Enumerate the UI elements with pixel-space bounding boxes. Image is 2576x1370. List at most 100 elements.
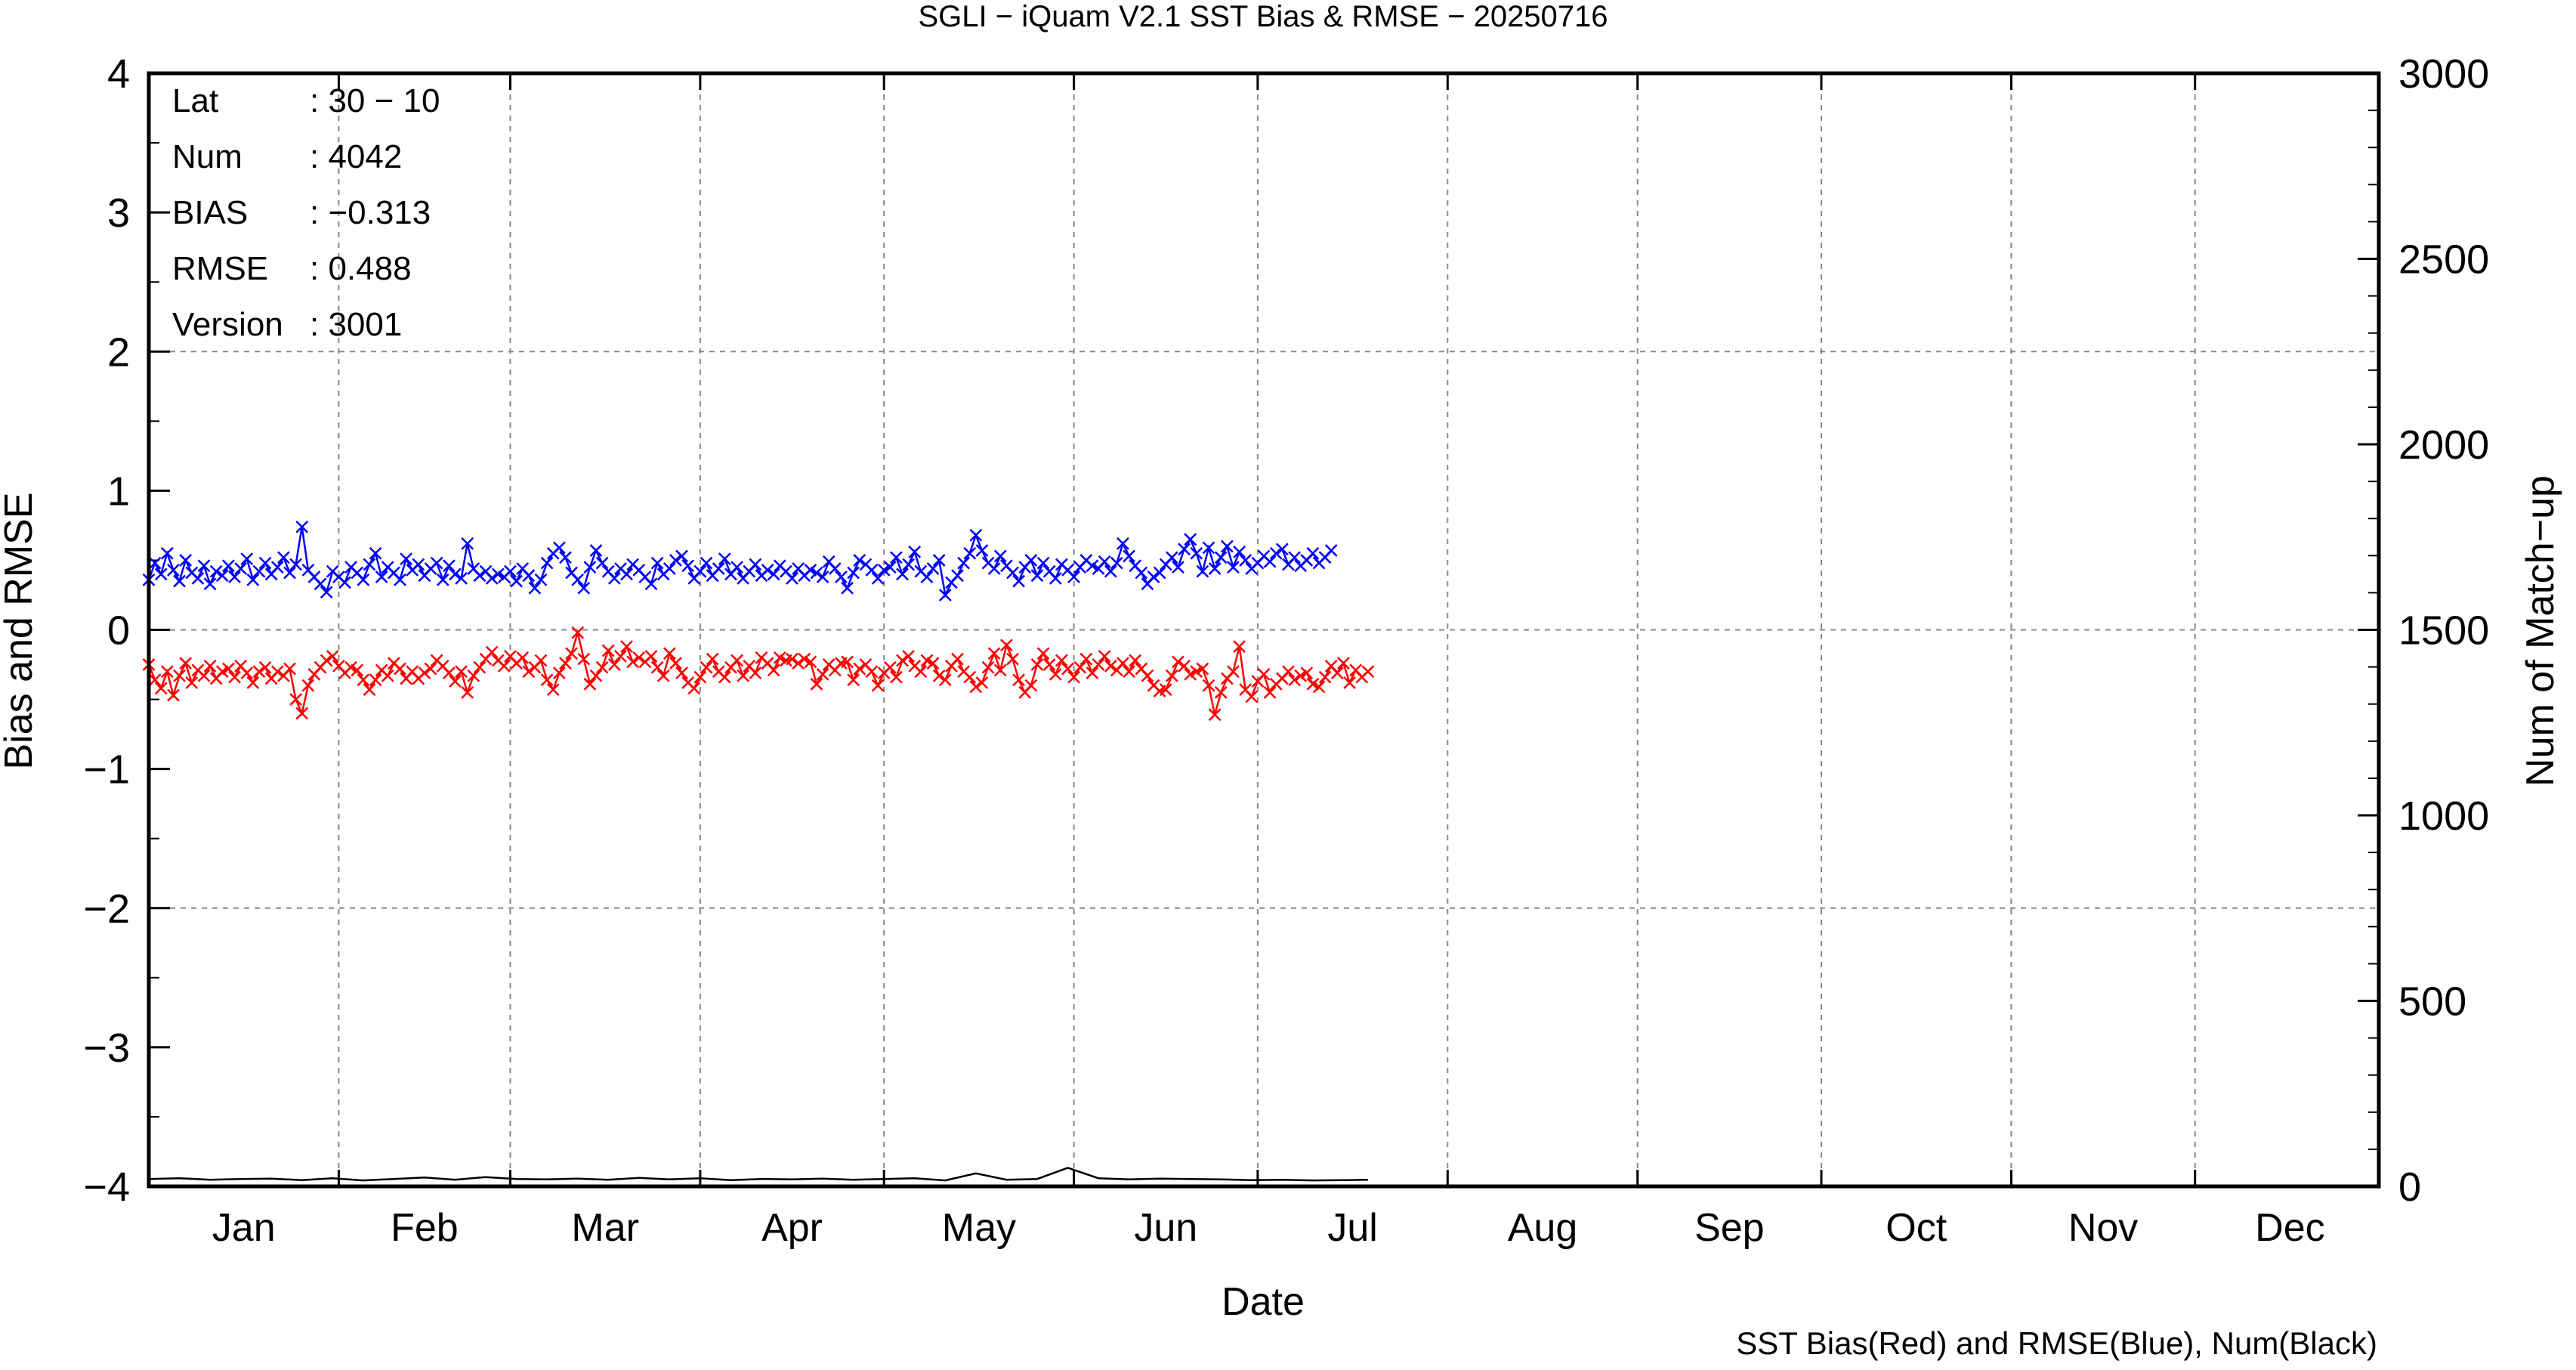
rmse-point <box>749 558 762 571</box>
rmse-point <box>1178 543 1191 556</box>
y-left-tick-label: 3 <box>107 190 130 236</box>
rmse-point <box>552 541 566 555</box>
info-value: : 30 − 10 <box>310 82 440 119</box>
bias-point <box>1104 659 1117 673</box>
rmse-point <box>1239 554 1252 567</box>
bias-point <box>1165 669 1178 682</box>
bias-point <box>1006 652 1019 666</box>
info-label: Version <box>172 306 283 343</box>
info-label: Lat <box>172 82 218 119</box>
rmse-point <box>571 573 585 586</box>
y-left-tick-label: −2 <box>83 886 130 932</box>
rmse-point <box>252 564 266 578</box>
y-left-tick-label: 2 <box>107 329 130 375</box>
bias-point <box>559 657 572 670</box>
x-tick-label: Jul <box>1327 1206 1377 1250</box>
bias-point <box>381 669 394 682</box>
bias-point <box>798 652 811 666</box>
rmse-point <box>871 571 885 585</box>
chart-title: SGLI − iQuam V2.1 SST Bias & RMSE − 2025… <box>918 0 1608 33</box>
grid-lines <box>149 73 2379 1186</box>
rmse-point <box>491 567 505 581</box>
bias-point <box>320 654 333 667</box>
rmse-point <box>209 564 223 578</box>
bias-point <box>357 673 370 687</box>
bias-point <box>1257 668 1271 681</box>
bias-series <box>142 626 1375 722</box>
rmse-point <box>277 551 290 564</box>
bias-point <box>706 652 719 666</box>
bias-point <box>1300 666 1314 679</box>
rmse-point <box>430 556 443 570</box>
bias-point <box>675 666 688 679</box>
bias-point <box>1245 690 1259 704</box>
bias-point <box>1294 669 1308 682</box>
bias-point <box>449 675 462 688</box>
bias-point <box>1159 683 1172 697</box>
bias-point <box>773 651 786 664</box>
rmse-point <box>485 571 499 585</box>
rmse-point <box>595 556 609 570</box>
rmse-point <box>1184 533 1197 546</box>
bias-point <box>252 665 266 679</box>
bias-point <box>663 647 676 660</box>
rmse-point <box>804 563 817 577</box>
bias-point <box>534 654 548 667</box>
rmse-point <box>394 573 406 586</box>
y-right-tick-label: 2000 <box>2398 422 2489 468</box>
rmse-point <box>786 571 798 585</box>
rmse-point <box>853 554 866 567</box>
rmse-point <box>926 562 940 575</box>
bias-point <box>1042 658 1056 671</box>
bias-point <box>656 669 670 682</box>
rmse-point <box>1098 555 1111 568</box>
bias-point <box>1123 665 1135 679</box>
rmse-point <box>160 546 174 560</box>
bias-point <box>644 650 658 663</box>
bias-point <box>693 670 707 684</box>
rmse-point <box>835 571 848 583</box>
y-right-tick-label: 0 <box>2398 1164 2421 1210</box>
bias-point <box>1282 665 1295 679</box>
rmse-point <box>148 556 162 570</box>
x-tick-label: Oct <box>1886 1206 1947 1250</box>
rmse-point <box>1067 571 1080 583</box>
bias-point <box>1080 652 1093 666</box>
bias-point <box>1190 665 1203 679</box>
bias-point <box>871 679 885 692</box>
bias-point <box>1337 657 1350 670</box>
bias-point <box>443 666 456 679</box>
bias-point <box>1330 666 1344 679</box>
bias-point <box>601 644 615 657</box>
x-tick-label: Jan <box>212 1206 276 1250</box>
rmse-point <box>167 563 180 577</box>
bias-point <box>326 650 339 663</box>
bias-point <box>455 665 468 679</box>
bias-point <box>497 659 511 673</box>
rmse-point <box>1049 571 1062 585</box>
bias-point <box>589 669 603 682</box>
rmse-point <box>957 556 971 570</box>
plot-frame <box>147 71 2381 1189</box>
rmse-point <box>320 586 333 599</box>
bias-point <box>1178 659 1191 673</box>
bias-point <box>301 679 315 692</box>
bias-point <box>650 660 664 674</box>
bias-point <box>632 651 646 664</box>
bias-point <box>963 670 977 684</box>
bias-point <box>1098 650 1111 663</box>
rmse-point <box>1036 556 1050 570</box>
rmse-point <box>730 561 743 574</box>
rmse-point <box>179 554 193 567</box>
y-right-tick-label: 2500 <box>2398 237 2489 283</box>
rmse-point <box>1220 540 1234 553</box>
stats-info-box: Lat: 30 − 10 Num: 4042 BIAS: −0.313 RMSE: 0… <box>172 82 440 343</box>
rmse-point <box>203 577 217 591</box>
x-tick-label: Mar <box>571 1206 639 1250</box>
bias-point <box>1117 657 1129 670</box>
rmse-point <box>1288 551 1301 564</box>
bias-point <box>552 666 566 679</box>
rmse-point <box>650 556 664 570</box>
left-axis-ticks: 4 3 2 1 0 −1 −2 −3 −4 <box>83 51 170 1210</box>
rmse-point <box>449 567 462 581</box>
